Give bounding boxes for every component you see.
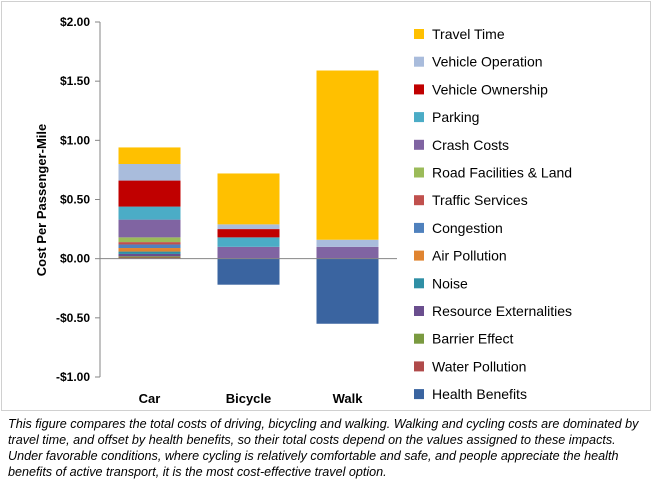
legend-swatch [414,84,424,95]
legend-label: Travel Time [432,26,505,42]
bar-segment [118,242,181,245]
y-tick-label: -$0.50 [56,311,90,325]
legend-swatch [414,29,424,39]
bar-segment [217,246,280,259]
legend-label: Vehicle Ownership [432,81,548,97]
bar-segment [118,256,181,258]
x-category-label: Car [139,391,161,406]
bar-segment [118,248,181,252]
legend-swatch [414,333,424,344]
legend-label: Barrier Effect [432,331,514,347]
x-category-label: Bicycle [226,391,272,406]
legend-label: Health Benefits [432,386,527,402]
y-tick-label: $0.50 [60,193,90,207]
bar-segment [118,253,181,257]
legend-swatch [414,167,424,178]
y-tick-label: $1.50 [60,74,90,88]
figure-caption: This figure compares the total costs of … [8,417,639,479]
legend-swatch [414,222,424,233]
bar-segment [217,173,280,225]
bar-segment [217,229,280,238]
bar-segment [316,258,379,324]
x-axis: Car Bicycle Walk [100,258,397,406]
bar-segment [217,224,280,230]
legend-swatch [414,389,424,400]
legend-swatch [414,139,424,150]
y-axis: -$1.00 -$0.50 $0.00 $0.50 $1.00 $1.50 $2.00 [56,15,101,384]
bar-segment [118,251,181,254]
bar-segment [316,246,379,259]
x-category-label: Walk [333,391,364,406]
legend-swatch [414,56,424,67]
bar-segment [118,164,181,181]
bar-segment [118,180,181,207]
legend-label: Traffic Services [432,192,528,208]
cost-chart: -$1.00 -$0.50 $0.00 $0.50 $1.00 $1.50 $2.00 Ca… [34,15,572,406]
bar-segment [217,258,280,285]
y-tick-label: $2.00 [60,15,90,29]
bar-segment [118,206,181,220]
y-tick-label: $1.00 [60,133,90,147]
bar-segment [316,239,379,247]
bar-segment [118,244,181,249]
y-tick-label: -$1.00 [56,370,90,384]
legend-swatch [414,250,424,261]
legend-label: Road Facilities & Land [432,165,572,181]
legend-label: Resource Externalities [432,303,572,319]
legend-label: Noise [432,275,468,291]
legend-swatch [414,278,424,289]
chart-frame: -$1.00 -$0.50 $0.00 $0.50 $1.00 $1.50 $2.00 Ca… [1,1,651,411]
legend-label: Congestion [432,220,503,236]
legend-label: Vehicle Operation [432,54,543,70]
legend: Travel Time Vehicle Operation Vehicle Owne… [414,26,572,402]
legend-label: Parking [432,109,479,125]
legend-swatch [414,112,424,123]
legend-swatch [414,195,424,206]
y-tick-label: $0.00 [60,252,90,266]
bar-segment [316,70,379,240]
legend-swatch [414,361,424,372]
bar-segment [118,147,181,164]
bar-segment [217,237,280,247]
bars [118,70,379,324]
y-axis-label: Cost Per Passenger-Mile [34,124,49,276]
legend-label: Crash Costs [432,137,509,153]
bar-segment [118,257,181,259]
bar-segment [118,219,181,238]
legend-swatch [414,306,424,316]
bar-segment [118,237,181,243]
legend-label: Water Pollution [432,358,526,374]
legend-label: Air Pollution [432,248,507,264]
